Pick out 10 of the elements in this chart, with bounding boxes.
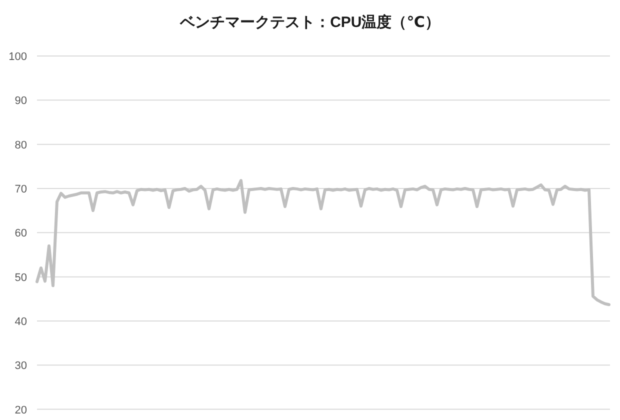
y-tick-label: 60 [14, 228, 27, 240]
y-tick-label: 40 [14, 316, 27, 328]
y-tick-label: 70 [14, 183, 27, 196]
y-tick-label: 90 [14, 95, 27, 108]
y-tick-label: 80 [14, 139, 27, 152]
y-tick-label: 30 [14, 360, 27, 372]
y-tick-label: 100 [8, 51, 27, 63]
title: ベンチマークテスト：CPU温度（℃） [180, 14, 440, 31]
y-tick-label: 20 [14, 404, 27, 416]
y-tick-label: 50 [14, 272, 27, 284]
